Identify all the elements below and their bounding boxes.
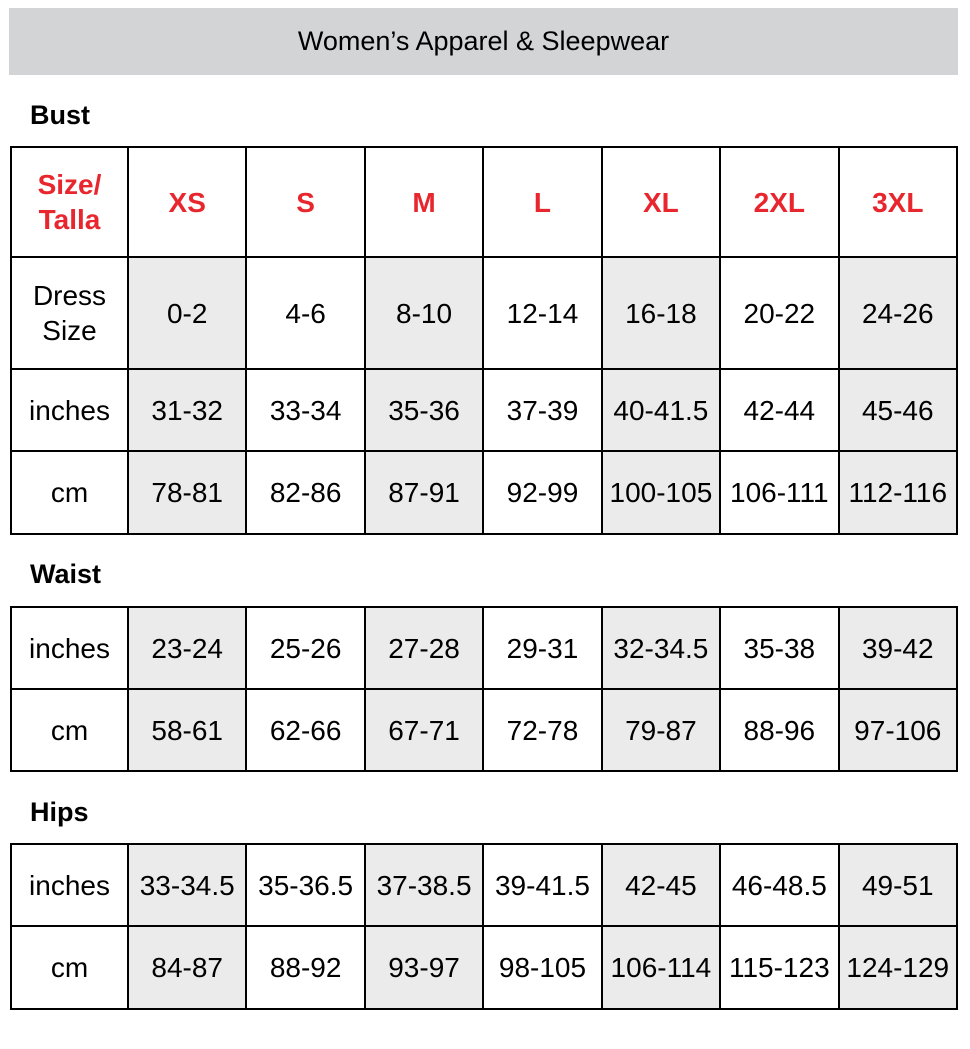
value-cell: 35-36.5: [245, 843, 366, 927]
table-row: inches 23-24 25-26 27-28 29-31 32-34.5 35-38 39…: [10, 606, 959, 690]
size-3xl: 3XL: [837, 146, 959, 258]
value-cell: 87-91: [363, 450, 485, 535]
value-cell: 31-32: [126, 368, 248, 452]
value-cell: 39-41.5: [482, 843, 603, 927]
bust-heading: Bust: [30, 100, 90, 130]
value-cell: 27-28: [363, 606, 485, 690]
table-row: inches 31-32 33-34 35-36 37-39 40-41.5 42-44 45…: [10, 368, 959, 452]
size-l: L: [482, 146, 603, 258]
value-cell: 98-105: [482, 925, 603, 1010]
value-cell: 24-26: [837, 256, 959, 370]
size-label-line2: Talla: [38, 204, 101, 235]
value-cell: 79-87: [600, 688, 722, 772]
size-2xl: 2XL: [719, 146, 840, 258]
value-cell: 35-38: [719, 606, 840, 690]
row-label: Dress Size: [10, 256, 129, 370]
size-s: S: [245, 146, 366, 258]
value-cell: 106-111: [719, 450, 840, 535]
value-cell: 46-48.5: [719, 843, 840, 927]
value-cell: 100-105: [600, 450, 722, 535]
value-cell: 97-106: [837, 688, 959, 772]
size-header-row: Size/Talla XS S M L XL 2XL 3XL: [10, 146, 959, 258]
waist-heading: Waist: [30, 559, 102, 589]
value-cell: 25-26: [245, 606, 366, 690]
row-label: cm: [10, 688, 129, 772]
value-cell: 115-123: [719, 925, 840, 1010]
value-cell: 16-18: [600, 256, 722, 370]
value-cell: 45-46: [837, 368, 959, 452]
value-cell: 35-36: [363, 368, 485, 452]
value-cell: 92-99: [482, 450, 603, 535]
value-cell: 32-34.5: [600, 606, 722, 690]
value-cell: 124-129: [837, 925, 959, 1010]
value-cell: 72-78: [482, 688, 603, 772]
value-cell: 88-96: [719, 688, 840, 772]
row-label: inches: [10, 606, 129, 690]
value-cell: 33-34.5: [126, 843, 248, 927]
value-cell: 39-42: [837, 606, 959, 690]
hips-table: inches 33-34.5 35-36.5 37-38.5 39-41.5 42-45 4…: [10, 843, 959, 1010]
table-row: inches 33-34.5 35-36.5 37-38.5 39-41.5 42-45 4…: [10, 843, 959, 927]
size-xs: XS: [126, 146, 248, 258]
value-cell: 0-2: [126, 256, 248, 370]
value-cell: 78-81: [126, 450, 248, 535]
value-cell: 37-39: [482, 368, 603, 452]
value-cell: 58-61: [126, 688, 248, 772]
value-cell: 112-116: [837, 450, 959, 535]
size-label-line1: Size/: [37, 169, 102, 200]
value-cell: 37-38.5: [363, 843, 485, 927]
value-cell: 106-114: [600, 925, 722, 1010]
value-cell: 42-45: [600, 843, 722, 927]
value-cell: 67-71: [363, 688, 485, 772]
table-row: Dress Size 0-2 4-6 8-10 12-14 16-18 20-22 24-26: [10, 256, 959, 370]
chart-title: Women’s Apparel & Sleepwear: [9, 8, 958, 75]
value-cell: 40-41.5: [600, 368, 722, 452]
value-cell: 20-22: [719, 256, 840, 370]
value-cell: 84-87: [126, 925, 248, 1010]
row-label-line2: Size: [42, 315, 97, 346]
value-cell: 23-24: [126, 606, 248, 690]
row-label: inches: [10, 843, 129, 927]
bust-table: Size/Talla XS S M L XL 2XL 3XL Dress Size…: [10, 146, 959, 535]
value-cell: 33-34: [245, 368, 366, 452]
row-label: inches: [10, 368, 129, 452]
value-cell: 88-92: [245, 925, 366, 1010]
size-m: M: [363, 146, 485, 258]
size-xl: XL: [600, 146, 722, 258]
value-cell: 62-66: [245, 688, 366, 772]
value-cell: 8-10: [363, 256, 485, 370]
table-row: cm 78-81 82-86 87-91 92-99 100-105 106-111 112-…: [10, 450, 959, 535]
hips-heading: Hips: [30, 797, 89, 827]
table-row: cm 58-61 62-66 67-71 72-78 79-87 88-96 97-106: [10, 688, 959, 772]
row-label: cm: [10, 450, 129, 535]
value-cell: 42-44: [719, 368, 840, 452]
value-cell: 29-31: [482, 606, 603, 690]
size-label: Size/Talla: [10, 146, 129, 258]
value-cell: 4-6: [245, 256, 366, 370]
row-label: cm: [10, 925, 129, 1010]
waist-table: inches 23-24 25-26 27-28 29-31 32-34.5 35-38 39…: [10, 606, 959, 772]
value-cell: 93-97: [363, 925, 485, 1010]
value-cell: 12-14: [482, 256, 603, 370]
table-row: cm 84-87 88-92 93-97 98-105 106-114 115-123 124…: [10, 925, 959, 1010]
row-label-line1: Dress: [32, 280, 107, 311]
value-cell: 82-86: [245, 450, 366, 535]
value-cell: 49-51: [837, 843, 959, 927]
